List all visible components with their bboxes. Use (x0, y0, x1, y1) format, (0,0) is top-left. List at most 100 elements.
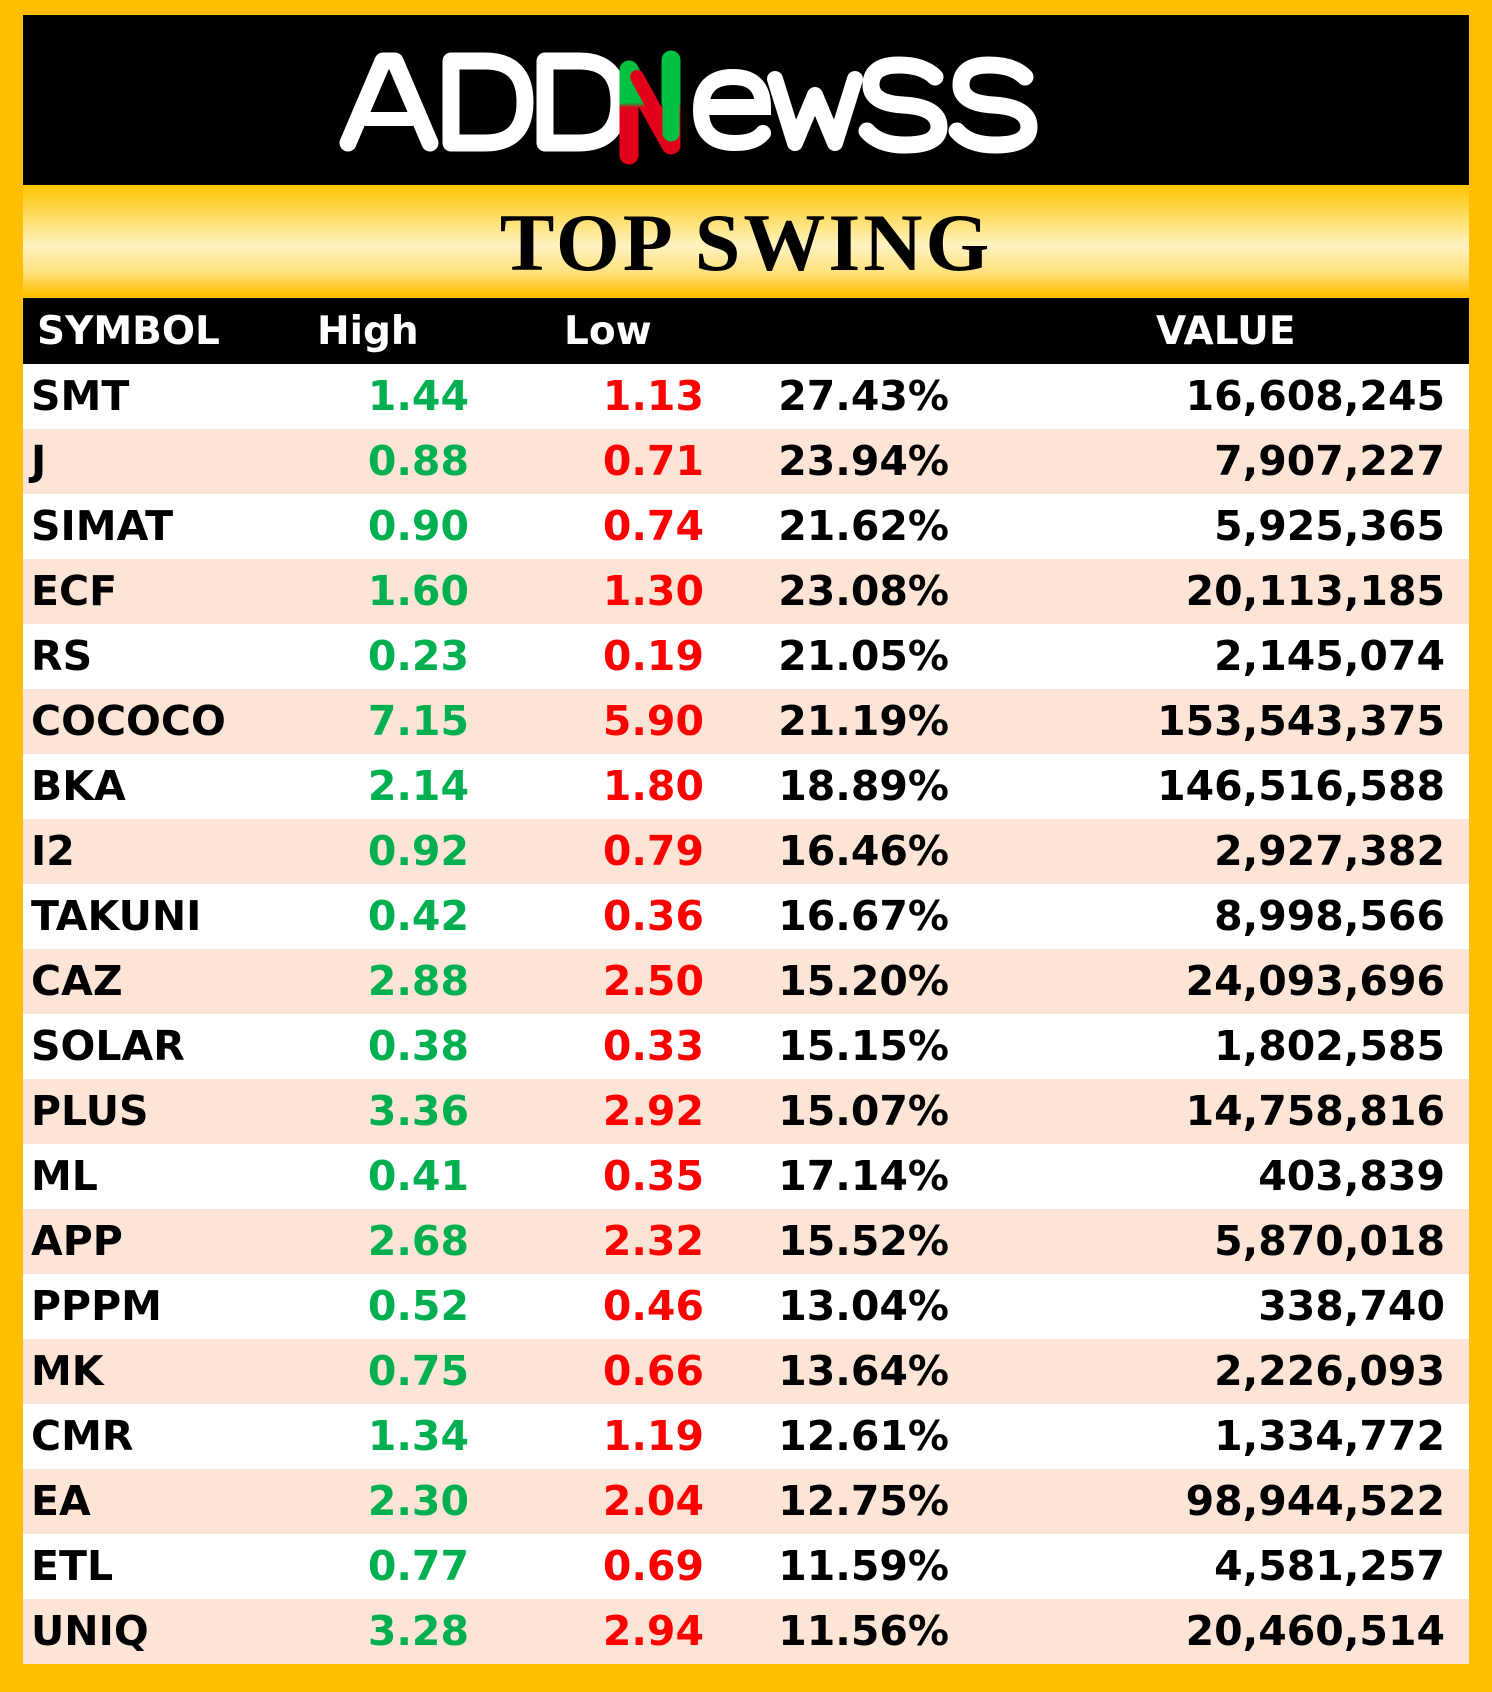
cell-swing-percent: 16.67% (778, 892, 949, 940)
cell-low: 0.79 (602, 827, 704, 875)
cell-swing-percent: 21.62% (778, 502, 949, 550)
table-row: COCOCO 7.15 5.90 21.19% 153,543,375 (23, 689, 1469, 754)
cell-swing-percent: 21.05% (778, 632, 949, 680)
cell-value: 2,145,074 (1214, 632, 1445, 680)
table-row: TAKUNI 0.42 0.36 16.67% 8,998,566 (23, 884, 1469, 949)
cell-low: 0.66 (602, 1347, 704, 1395)
table-row: SOLAR 0.38 0.33 15.15% 1,802,585 (23, 1014, 1469, 1079)
cell-high: 2.30 (367, 1477, 469, 1525)
cell-swing-percent: 18.89% (778, 762, 949, 810)
table-row: PLUS 3.36 2.92 15.07% 14,758,816 (23, 1079, 1469, 1144)
cell-high: 0.38 (367, 1022, 469, 1070)
brand-header (23, 15, 1469, 185)
cell-high: 0.77 (367, 1542, 469, 1590)
cell-value: 8,998,566 (1214, 892, 1445, 940)
cell-swing-percent: 12.61% (778, 1412, 949, 1460)
cell-low: 2.50 (602, 957, 704, 1005)
table-row: APP 2.68 2.32 15.52% 5,870,018 (23, 1209, 1469, 1274)
cell-high: 2.68 (367, 1217, 469, 1265)
cell-symbol: ETL (31, 1542, 114, 1590)
table-row: J 0.88 0.71 23.94% 7,907,227 (23, 429, 1469, 494)
table-row: PPPM 0.52 0.46 13.04% 338,740 (23, 1274, 1469, 1339)
cell-swing-percent: 16.46% (778, 827, 949, 875)
cell-value: 338,740 (1258, 1282, 1445, 1330)
cell-low: 2.92 (602, 1087, 704, 1135)
cell-symbol: BKA (31, 762, 126, 810)
cell-low: 0.19 (602, 632, 704, 680)
table-row: ECF 1.60 1.30 23.08% 20,113,185 (23, 559, 1469, 624)
cell-symbol: J (31, 437, 47, 485)
cell-high: 3.28 (367, 1607, 469, 1655)
cell-high: 3.36 (367, 1087, 469, 1135)
cell-swing-percent: 23.94% (778, 437, 949, 485)
cell-high: 2.14 (367, 762, 469, 810)
cell-high: 0.41 (367, 1152, 469, 1200)
table-row: SIMAT 0.90 0.74 21.62% 5,925,365 (23, 494, 1469, 559)
cell-low: 0.36 (602, 892, 704, 940)
cell-low: 0.69 (602, 1542, 704, 1590)
table-body: SMT 1.44 1.13 27.43% 16,608,245 J 0.88 0.71 23.9… (23, 364, 1469, 1664)
cell-low: 0.35 (602, 1152, 704, 1200)
cell-value: 1,334,772 (1214, 1412, 1445, 1460)
cell-swing-percent: 21.19% (778, 697, 949, 745)
cell-symbol: TAKUNI (31, 892, 202, 940)
cell-low: 1.30 (602, 567, 704, 615)
cell-symbol: SIMAT (31, 502, 174, 550)
table-row: UNIQ 3.28 2.94 11.56% 20,460,514 (23, 1599, 1469, 1664)
cell-value: 146,516,588 (1157, 762, 1445, 810)
cell-high: 1.60 (367, 567, 469, 615)
cell-swing-percent: 15.20% (778, 957, 949, 1005)
cell-swing-percent: 15.52% (778, 1217, 949, 1265)
cell-high: 2.88 (367, 957, 469, 1005)
cell-low: 1.80 (602, 762, 704, 810)
cell-value: 2,927,382 (1214, 827, 1445, 875)
cell-low: 0.46 (602, 1282, 704, 1330)
cell-symbol: SMT (31, 372, 130, 420)
cell-symbol: PPPM (31, 1282, 162, 1330)
cell-symbol: MK (31, 1347, 104, 1395)
cell-low: 1.13 (602, 372, 704, 420)
table-row: EA 2.30 2.04 12.75% 98,944,522 (23, 1469, 1469, 1534)
cell-high: 0.75 (367, 1347, 469, 1395)
cell-low: 2.94 (602, 1607, 704, 1655)
cell-value: 20,460,514 (1185, 1607, 1445, 1655)
cell-value: 5,870,018 (1214, 1217, 1445, 1265)
cell-swing-percent: 23.08% (778, 567, 949, 615)
cell-value: 7,907,227 (1214, 437, 1445, 485)
cell-high: 0.52 (367, 1282, 469, 1330)
cell-value: 2,226,093 (1214, 1347, 1445, 1395)
cell-value: 1,802,585 (1214, 1022, 1445, 1070)
cell-value: 5,925,365 (1214, 502, 1445, 550)
cell-symbol: COCOCO (31, 697, 226, 745)
cell-value: 24,093,696 (1185, 957, 1445, 1005)
table-row: ETL 0.77 0.69 11.59% 4,581,257 (23, 1534, 1469, 1599)
cell-symbol: ML (31, 1152, 98, 1200)
cell-value: 403,839 (1258, 1152, 1445, 1200)
cell-swing-percent: 12.75% (778, 1477, 949, 1525)
header-high: High (317, 309, 419, 354)
cell-low: 0.33 (602, 1022, 704, 1070)
cell-high: 0.90 (367, 502, 469, 550)
table-row: SMT 1.44 1.13 27.43% 16,608,245 (23, 364, 1469, 429)
cell-swing-percent: 17.14% (778, 1152, 949, 1200)
cell-symbol: PLUS (31, 1087, 149, 1135)
header-value: VALUE (1156, 309, 1296, 354)
cell-symbol: I2 (31, 827, 75, 875)
cell-low: 0.74 (602, 502, 704, 550)
table-row: I2 0.92 0.79 16.46% 2,927,382 (23, 819, 1469, 884)
cell-symbol: ECF (31, 567, 118, 615)
cell-swing-percent: 13.04% (778, 1282, 949, 1330)
cell-value: 14,758,816 (1185, 1087, 1445, 1135)
cell-value: 16,608,245 (1185, 372, 1445, 420)
table-row: MK 0.75 0.66 13.64% 2,226,093 (23, 1339, 1469, 1404)
cell-value: 20,113,185 (1185, 567, 1445, 615)
cell-low: 1.19 (602, 1412, 704, 1460)
table-row: CMR 1.34 1.19 12.61% 1,334,772 (23, 1404, 1469, 1469)
cell-high: 0.88 (367, 437, 469, 485)
header-symbol: SYMBOL (37, 309, 220, 354)
cell-value: 98,944,522 (1185, 1477, 1445, 1525)
table-header: SYMBOL High Low VALUE (23, 298, 1469, 364)
cell-value: 153,543,375 (1157, 697, 1445, 745)
cell-swing-percent: 11.56% (778, 1607, 949, 1655)
